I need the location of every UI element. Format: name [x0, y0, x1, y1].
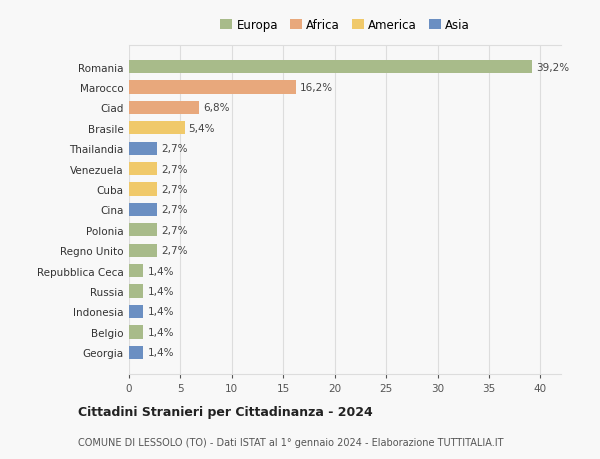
Text: 5,4%: 5,4%: [188, 123, 215, 134]
Bar: [129, 142, 157, 156]
Text: 1,4%: 1,4%: [148, 266, 174, 276]
Text: 2,7%: 2,7%: [161, 246, 187, 256]
Text: 2,7%: 2,7%: [161, 185, 187, 195]
Text: 2,7%: 2,7%: [161, 205, 187, 215]
Bar: [129, 101, 199, 115]
Bar: [129, 346, 143, 359]
Bar: [129, 305, 143, 319]
Text: 16,2%: 16,2%: [300, 83, 333, 93]
Bar: [129, 244, 157, 257]
Bar: [129, 81, 296, 95]
Bar: [129, 264, 143, 278]
Text: 2,7%: 2,7%: [161, 164, 187, 174]
Bar: [129, 224, 157, 237]
Bar: [129, 285, 143, 298]
Bar: [129, 203, 157, 217]
Text: 1,4%: 1,4%: [148, 286, 174, 297]
Text: 2,7%: 2,7%: [161, 144, 187, 154]
Text: 1,4%: 1,4%: [148, 307, 174, 317]
Text: 1,4%: 1,4%: [148, 347, 174, 358]
Text: COMUNE DI LESSOLO (TO) - Dati ISTAT al 1° gennaio 2024 - Elaborazione TUTTITALIA: COMUNE DI LESSOLO (TO) - Dati ISTAT al 1…: [78, 437, 503, 447]
Bar: [129, 183, 157, 196]
Legend: Europa, Africa, America, Asia: Europa, Africa, America, Asia: [215, 14, 475, 37]
Bar: [129, 325, 143, 339]
Text: 2,7%: 2,7%: [161, 225, 187, 235]
Text: 39,2%: 39,2%: [536, 62, 569, 73]
Text: 6,8%: 6,8%: [203, 103, 230, 113]
Bar: [129, 162, 157, 176]
Bar: [129, 122, 185, 135]
Text: Cittadini Stranieri per Cittadinanza - 2024: Cittadini Stranieri per Cittadinanza - 2…: [78, 405, 373, 419]
Text: 1,4%: 1,4%: [148, 327, 174, 337]
Bar: [129, 61, 532, 74]
